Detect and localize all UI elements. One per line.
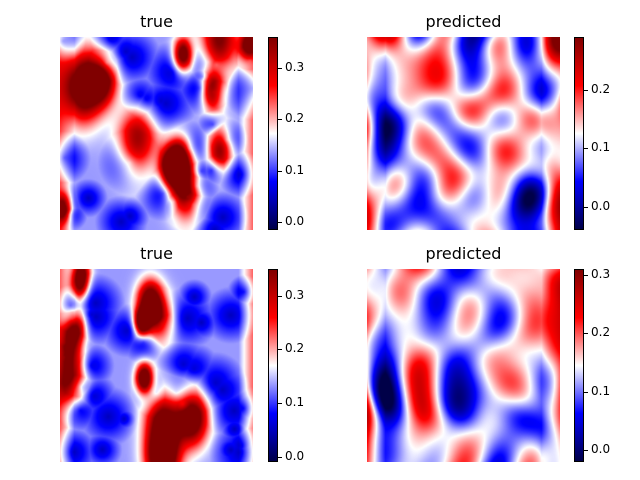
colorbar-tickmark [278,119,282,120]
colorbar-tick-label: 0.3 [285,288,305,302]
colorbar-2 [574,37,584,230]
colorbar-tickmark [584,90,588,91]
colorbar-tick-label: 0.2 [285,111,305,125]
colorbar-tick-label: 0.1 [285,163,305,177]
colorbar-tickmark [584,207,588,208]
colorbar-tick-label: 0.0 [591,442,611,456]
colorbar-tickmark [278,296,282,297]
colorbar-tick-label: 0.3 [591,267,611,281]
colorbar-tickmark [584,148,588,149]
panel-title-1: true [140,12,173,31]
colorbar-tick-label: 0.1 [591,384,611,398]
colorbar-tick-label: 0.0 [285,449,305,463]
heatmap-1 [60,37,253,230]
colorbar-tickmark [584,450,588,451]
colorbar-tick-label: 0.3 [285,60,305,74]
colorbar-tick-label: 0.2 [591,325,611,339]
heatmap-4 [367,269,560,462]
colorbar-tickmark [278,403,282,404]
panel-title-3: true [140,244,173,263]
colorbar-tick-label: 0.0 [591,199,611,213]
colorbar-1 [268,37,278,230]
colorbar-tickmark [278,349,282,350]
colorbar-tick-label: 0.1 [285,395,305,409]
colorbar-tickmark [278,457,282,458]
colorbar-tickmark [278,171,282,172]
colorbar-tickmark [584,392,588,393]
heatmap-2 [367,37,560,230]
colorbar-4 [574,269,584,462]
colorbar-3 [268,269,278,462]
colorbar-tick-label: 0.0 [285,214,305,228]
panel-title-4: predicted [425,244,502,263]
colorbar-tick-label: 0.1 [591,140,611,154]
colorbar-tick-label: 0.2 [285,341,305,355]
colorbar-tickmark [278,68,282,69]
colorbar-tickmark [278,222,282,223]
colorbar-tickmark [584,275,588,276]
colorbar-tick-label: 0.2 [591,82,611,96]
colorbar-tickmark [584,333,588,334]
heatmap-3 [60,269,253,462]
panel-title-2: predicted [425,12,502,31]
